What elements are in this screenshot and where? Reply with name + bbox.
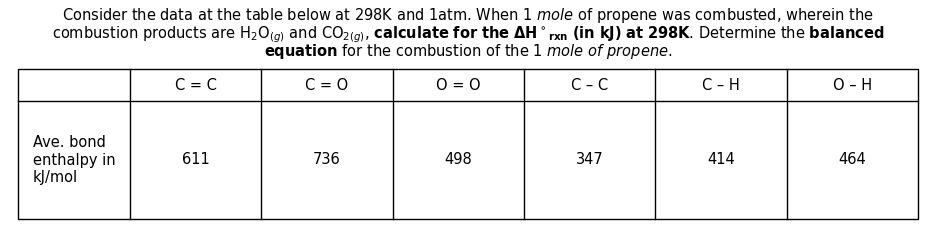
Text: C – H: C – H	[702, 77, 739, 92]
Text: Ave. bond
enthalpy in
kJ/mol: Ave. bond enthalpy in kJ/mol	[33, 135, 115, 185]
Text: C – C: C – C	[571, 77, 608, 92]
Text: 611: 611	[182, 153, 210, 168]
Text: C = O: C = O	[305, 77, 348, 92]
Text: 414: 414	[707, 153, 735, 168]
Text: 464: 464	[839, 153, 866, 168]
Text: O = O: O = O	[436, 77, 481, 92]
Text: 347: 347	[576, 153, 604, 168]
Text: combustion products are H$_2$O$_{(g)}$ and CO$_{2(g)}$, $\bf{calculate\ for\ the: combustion products are H$_2$O$_{(g)}$ a…	[51, 24, 885, 44]
Bar	[18, 69, 918, 219]
Text: C = C: C = C	[175, 77, 216, 92]
Text: O – H: O – H	[833, 77, 872, 92]
Text: Consider the data at the table below at 298K and 1atm. When $\it{1\ mole}$ of pr: Consider the data at the table below at …	[62, 6, 874, 25]
Text: 498: 498	[445, 153, 472, 168]
Text: $\bf{equation}$ for the combustion of the $\it{1\ mole\ of\ propene}$.: $\bf{equation}$ for the combustion of th…	[264, 42, 672, 61]
Text: 736: 736	[314, 153, 341, 168]
